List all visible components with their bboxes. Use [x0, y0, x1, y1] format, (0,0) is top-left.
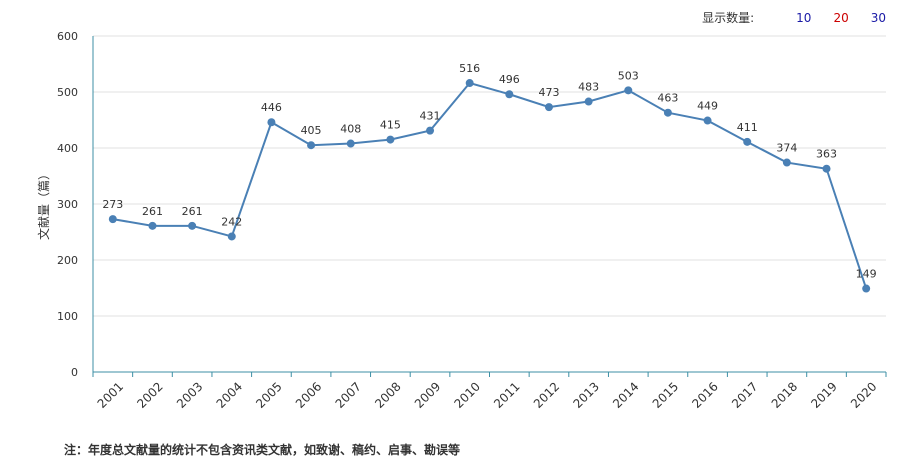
data-point: [267, 118, 276, 127]
y-tick-label: 200: [57, 254, 78, 267]
y-tick-label: 400: [57, 142, 78, 155]
data-point: [426, 126, 435, 135]
display-count-option-10[interactable]: 10: [796, 10, 812, 25]
x-tick-label: 2001: [95, 379, 126, 410]
display-count-selector: 显示数量: 10 20 30: [702, 9, 886, 26]
display-count-option-30[interactable]: 30: [870, 10, 886, 25]
x-tick-label: 2017: [729, 379, 760, 410]
data-label: 516: [459, 62, 480, 75]
x-tick-label: 2018: [769, 379, 800, 410]
data-label: 463: [657, 92, 678, 105]
data-label: 149: [856, 268, 877, 281]
data-label: 446: [261, 101, 282, 114]
x-tick-label: 2019: [808, 379, 839, 410]
display-count-option-20[interactable]: 20: [833, 10, 849, 25]
y-tick-label: 0: [71, 366, 78, 379]
x-tick-label: 2013: [570, 379, 601, 410]
x-tick-label: 2016: [689, 379, 720, 410]
data-label: 363: [816, 148, 837, 161]
data-point: [743, 137, 752, 146]
data-label: 408: [340, 123, 361, 136]
data-point: [584, 97, 593, 106]
data-label: 483: [578, 81, 599, 94]
data-label: 261: [142, 205, 163, 218]
x-tick-label: 2020: [848, 379, 879, 410]
x-tick-label: 2005: [253, 379, 284, 410]
x-tick-label: 2009: [412, 379, 443, 410]
data-label: 503: [618, 69, 639, 82]
series-line: [112, 81, 868, 289]
footnote: 注：年度总文献量的统计不包含资讯类文献，如致谢、稿约、启事、勘误等: [64, 443, 461, 457]
data-point: [505, 90, 514, 99]
x-tick-label: 2012: [531, 379, 562, 410]
data-point: [703, 116, 712, 125]
y-tick-label: 500: [57, 86, 78, 99]
data-point: [624, 86, 633, 95]
data-point: [346, 139, 355, 148]
data-point: [386, 135, 395, 144]
data-label: 273: [102, 198, 123, 211]
display-count-label: 显示数量:: [702, 11, 755, 25]
x-tick-label: 2003: [174, 379, 205, 410]
x-tick-label: 2011: [491, 379, 522, 410]
data-point: [188, 221, 197, 230]
x-tick-label: 2010: [452, 379, 483, 410]
data-label: 405: [301, 124, 322, 137]
data-point: [465, 79, 474, 88]
data-label: 242: [221, 215, 242, 228]
x-tick-label: 2002: [134, 379, 165, 410]
y-tick-label: 100: [57, 310, 78, 323]
data-point: [148, 221, 157, 230]
data-point: [822, 164, 831, 173]
data-point: [307, 141, 316, 150]
x-tick-label: 2004: [214, 379, 245, 410]
y-tick-label: 300: [57, 198, 78, 211]
x-tick-label: 2008: [372, 379, 403, 410]
x-tick-label: 2015: [650, 379, 681, 410]
data-point: [544, 103, 553, 112]
data-point: [108, 215, 117, 224]
data-point: [782, 158, 791, 167]
x-tick-label: 2007: [333, 379, 364, 410]
x-tick-label: 2006: [293, 379, 324, 410]
data-label: 473: [538, 86, 559, 99]
y-tick-label: 600: [57, 30, 78, 43]
data-label: 261: [182, 205, 203, 218]
data-label: 449: [697, 100, 718, 113]
data-label: 411: [737, 121, 758, 134]
data-point: [862, 284, 871, 293]
x-tick-label: 2014: [610, 379, 641, 410]
data-point: [663, 108, 672, 117]
y-axis-label: 文献量（篇）: [36, 168, 51, 240]
data-label: 374: [776, 142, 797, 155]
data-label: 415: [380, 119, 401, 132]
data-label: 496: [499, 73, 520, 86]
data-point: [227, 232, 236, 241]
data-label: 431: [420, 110, 441, 123]
